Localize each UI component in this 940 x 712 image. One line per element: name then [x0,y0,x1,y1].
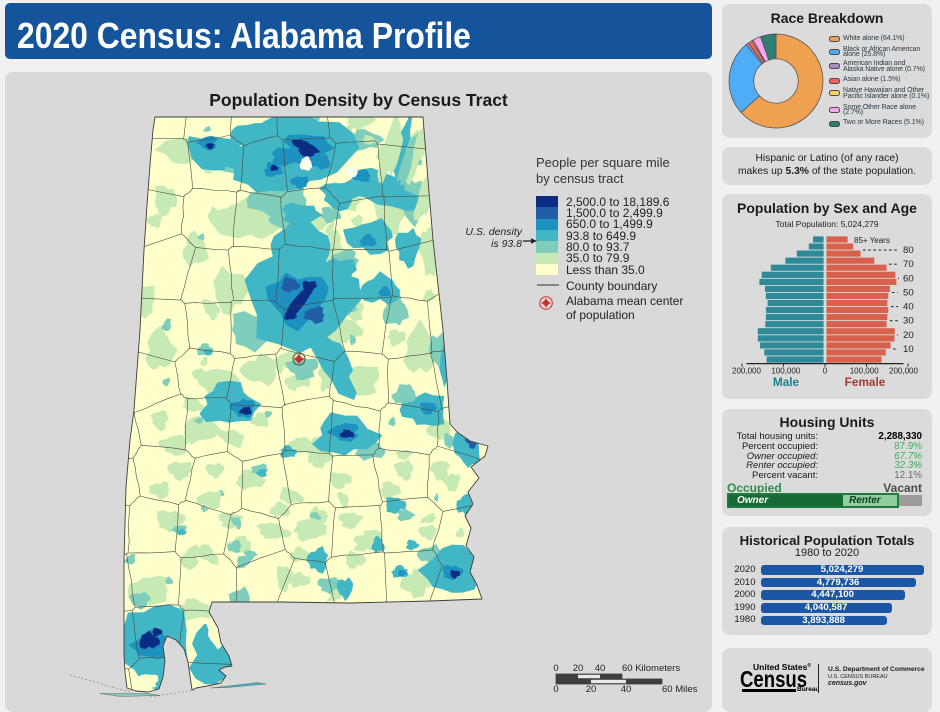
svg-text:20: 20 [903,330,914,341]
svg-text:60: 60 [903,273,914,284]
svg-text:60 Miles: 60 Miles [662,684,698,695]
svg-text:40: 40 [621,684,632,695]
svg-text:0: 0 [553,663,558,674]
svg-text:50: 50 [903,288,914,299]
svg-text:20: 20 [573,663,584,674]
svg-text:85+ Years: 85+ Years [854,236,890,245]
svg-text:60 Kilometers: 60 Kilometers [622,663,680,674]
svg-text:20: 20 [586,684,597,695]
svg-text:0: 0 [823,367,828,376]
svg-text:40: 40 [595,663,606,674]
svg-text:200,000: 200,000 [732,367,761,376]
svg-text:70: 70 [903,259,914,270]
svg-text:80: 80 [903,245,914,256]
svg-text:100,000: 100,000 [850,367,879,376]
svg-text:Female: Female [845,375,886,389]
svg-text:40: 40 [903,302,914,313]
svg-text:100,000: 100,000 [771,367,800,376]
svg-text:30: 30 [903,316,914,327]
svg-text:10: 10 [903,344,914,355]
svg-text:Male: Male [773,375,800,389]
svg-text:200,000: 200,000 [889,367,918,376]
svg-text:0: 0 [553,684,558,695]
